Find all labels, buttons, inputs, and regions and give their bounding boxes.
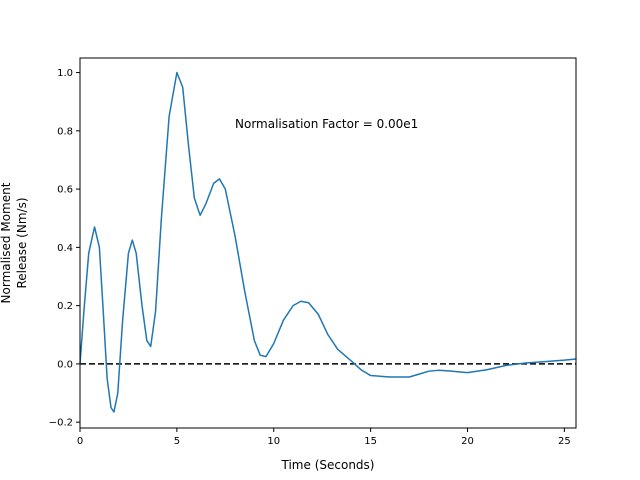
y-tick-label: 0.8 [57, 126, 73, 137]
x-tick-label: 25 [558, 436, 571, 447]
y-axis-label-line-2: Release (Nm/s) [15, 197, 29, 288]
y-tick-label: 0.0 [57, 359, 73, 370]
x-tick-label: 15 [364, 436, 377, 447]
series-group [79, 71, 577, 413]
y-tick-label: −0.2 [49, 418, 73, 429]
y-axis-label-line-1: Normalised Moment [0, 182, 13, 303]
plot-frame [79, 57, 577, 429]
x-axis-label: Time (Seconds) [281, 458, 375, 472]
normalisation-annotation: Normalisation Factor = 0.00e1 [235, 117, 418, 131]
y-tick-label: 0.4 [57, 243, 73, 254]
x-tick-label: 0 [77, 436, 83, 447]
y-tick-label: 0.6 [57, 185, 73, 196]
x-tick-label: 5 [174, 436, 180, 447]
series-line [79, 71, 577, 413]
y-tick-label: 0.2 [57, 301, 73, 312]
x-tick-label: 10 [267, 436, 280, 447]
x-tick-label: 20 [461, 436, 474, 447]
axis-ticks: 0 5 10 15 20 25 −0.2 0.0 0.2 0.4 0.6 0.8 1.0 [49, 68, 571, 447]
y-axis-label: Normalised Moment Release (Nm/s) [0, 182, 29, 303]
plot-background [80, 58, 576, 428]
y-tick-label: 1.0 [57, 68, 73, 79]
